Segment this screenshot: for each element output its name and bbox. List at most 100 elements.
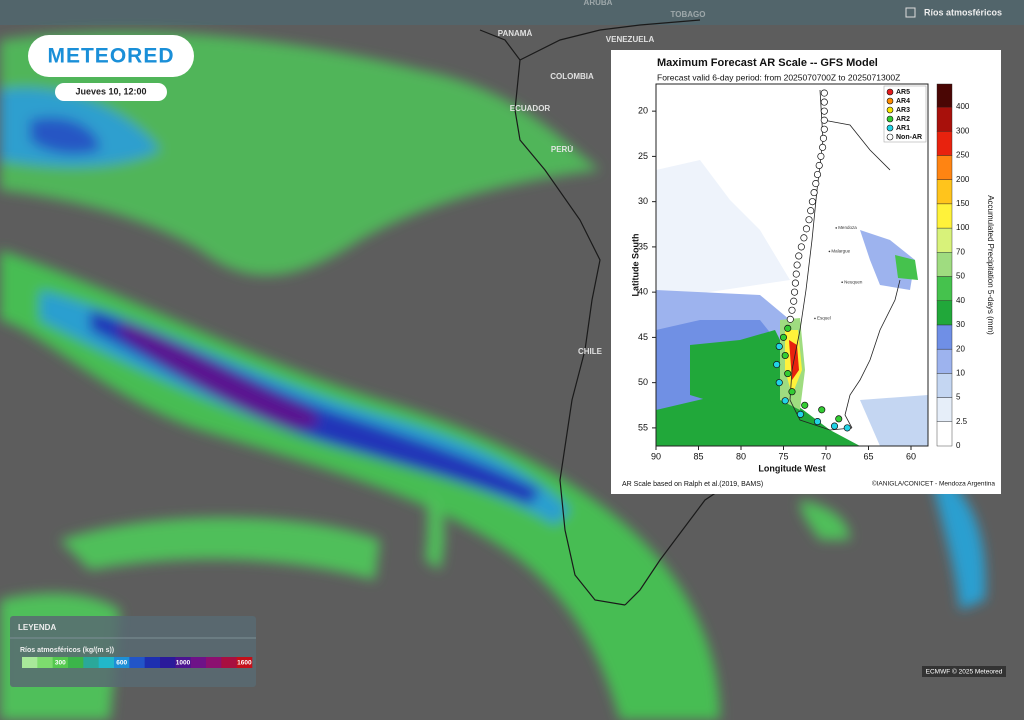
y-tick-label: 20 [638,106,648,116]
place-label: Malargue [831,249,850,254]
colorbar-tick-label: 5 [956,393,961,402]
colorbar-bin [936,373,953,398]
y-tick-label: 45 [638,332,648,342]
colorbar-bin [936,397,953,422]
colorbar-tick-label: 400 [956,102,970,111]
legend-box [10,616,256,687]
ar-point [820,125,828,133]
colorbar-bin [936,83,953,108]
colorbar-tick-label: 20 [956,344,965,353]
legend-title: LEYENDA [18,623,56,632]
y-tick-label: 55 [638,422,648,432]
x-axis-label: Longitude West [758,463,825,473]
legend-swatch [52,657,69,668]
x-tick-label: 60 [906,451,916,461]
legend-swatch [144,657,161,668]
precip-field [656,84,928,446]
legend-marker [886,133,894,141]
ar-point [813,170,822,179]
colorbar-tick-label: 70 [956,247,965,256]
colorbar-bin [936,203,953,229]
colorbar-bin [936,131,953,156]
ar-point [793,261,801,269]
ar-point [820,107,828,115]
colorbar-tick-label: 40 [956,296,965,305]
y-tick-label: 40 [638,287,648,297]
place-label: Neuquen [844,279,863,284]
legend-swatch [221,657,237,668]
x-tick-label: 80 [736,451,746,461]
source-right: ©IANIGLA/CONICET - Mendoza Argentina [872,480,996,488]
layer-name[interactable]: Ríos atmosféricos [924,7,1002,17]
colorbar-bin [936,227,953,253]
ar-point [790,297,798,305]
x-tick-label: 75 [778,451,788,461]
legend-box [883,85,927,143]
colorbar-label: Accumulated Precipitation 5-days (mm) [986,195,995,335]
map-label: ARUBA [584,0,613,7]
map-label: ECUADOR [510,104,551,113]
legend-swatch [175,657,191,668]
plot-frame [655,83,929,447]
colorbar-tick-label: 30 [956,320,965,329]
ar-point [781,397,789,405]
top-band [0,0,1024,25]
ar-point [775,342,783,351]
colorbar-bin [936,276,953,301]
ar-point [820,89,828,97]
legend-label: AR1 [896,125,910,132]
ar-point [800,234,808,242]
credit-box [922,666,1006,677]
x-tick-label: 85 [693,451,703,461]
colorbar-tick-label: 0 [956,441,961,450]
place-dot [835,227,837,229]
ar-point [805,216,813,224]
legend-label: Ríos atmosféricos (kg/(m s)) [20,647,114,654]
legend-marker [886,115,894,123]
place-label: Mendoza [838,225,857,230]
legend-swatch [37,657,53,668]
coastline [479,19,721,606]
colorbar-tick-label: 300 [956,126,970,135]
legend-swatch [83,657,99,668]
credit: ECMWF © 2025 Meteored [926,668,1003,676]
ar-point [781,351,789,360]
ar-point [807,207,815,215]
legend-marker [886,106,894,114]
legend-swatch [160,657,176,668]
x-tick-label: 90 [651,451,661,461]
y-axis-label: Latitude South [630,234,640,297]
colorbar-tick-label: 2.5 [956,417,968,426]
layer-icon[interactable] [905,7,916,18]
legend-label: Non-AR [896,134,922,141]
place-dot [828,250,831,253]
legend-label: AR2 [896,116,910,123]
datetime: Jueves 10, 12:00 [75,86,146,96]
ar-point [784,370,792,378]
ar-point [812,180,820,188]
ar-point [802,225,811,233]
ar-point [773,360,781,369]
colorbar-bin [936,252,953,277]
y-tick-label: 35 [638,241,648,251]
ar-point [819,143,827,151]
colorbar-bin [936,179,953,205]
legend-swatch [114,657,130,668]
ar-point [817,152,825,160]
legend-swatch [68,657,84,668]
legend-swatch [98,657,115,668]
colorbar-tick-label: 150 [956,199,970,208]
y-tick-label: 25 [638,151,648,161]
ar-point [843,424,851,432]
colorbar-bin [936,324,953,350]
legend-label: AR4 [896,98,910,105]
x-tick-label: 65 [863,451,873,461]
ar-point [835,415,843,423]
map-label: TOBAGO [671,10,706,19]
ar-point [779,333,788,341]
colorbar-tick-label: 100 [956,223,970,232]
y-tick-label: 50 [638,377,648,387]
source-left: AR Scale based on Ralph et al.(2019, BAM… [622,481,763,488]
ar-point [818,406,826,414]
